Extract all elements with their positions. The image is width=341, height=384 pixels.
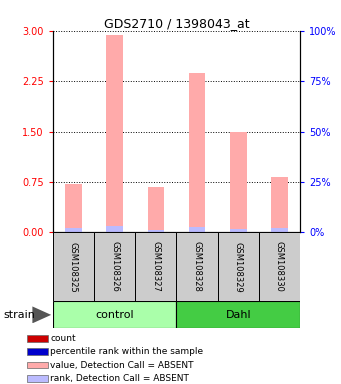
Bar [271, 177, 288, 232]
Text: control: control [95, 310, 134, 320]
Bar [53, 301, 177, 328]
Text: GSM108328: GSM108328 [193, 242, 202, 292]
Text: Dahl: Dahl [225, 310, 251, 320]
Bar [230, 131, 247, 232]
Bar [148, 230, 164, 232]
Title: GDS2710 / 1398043_at: GDS2710 / 1398043_at [104, 17, 249, 30]
Text: GSM108326: GSM108326 [110, 242, 119, 292]
Text: GSM108327: GSM108327 [151, 242, 160, 292]
Bar [27, 362, 48, 368]
Text: rank, Detection Call = ABSENT: rank, Detection Call = ABSENT [50, 374, 189, 383]
Text: GSM108325: GSM108325 [69, 242, 78, 292]
Bar [259, 232, 300, 301]
Text: GSM108330: GSM108330 [275, 242, 284, 292]
Text: value, Detection Call = ABSENT: value, Detection Call = ABSENT [50, 361, 194, 369]
Bar [177, 232, 218, 301]
Bar [27, 335, 48, 342]
Text: strain: strain [3, 310, 35, 320]
Bar [218, 232, 259, 301]
Bar [189, 227, 205, 232]
Polygon shape [32, 306, 51, 323]
Bar [230, 229, 247, 232]
Bar [65, 228, 82, 232]
Text: percentile rank within the sample: percentile rank within the sample [50, 347, 204, 356]
Bar [106, 226, 123, 232]
Bar [177, 301, 300, 328]
Text: GSM108329: GSM108329 [234, 242, 243, 292]
Bar [271, 228, 288, 232]
Bar [106, 35, 123, 232]
Bar [94, 232, 135, 301]
Text: count: count [50, 334, 76, 343]
Bar [27, 375, 48, 382]
Bar [65, 184, 82, 232]
Bar [27, 348, 48, 355]
Bar [189, 73, 205, 232]
Bar [148, 187, 164, 232]
Bar [53, 232, 94, 301]
Bar [135, 232, 177, 301]
